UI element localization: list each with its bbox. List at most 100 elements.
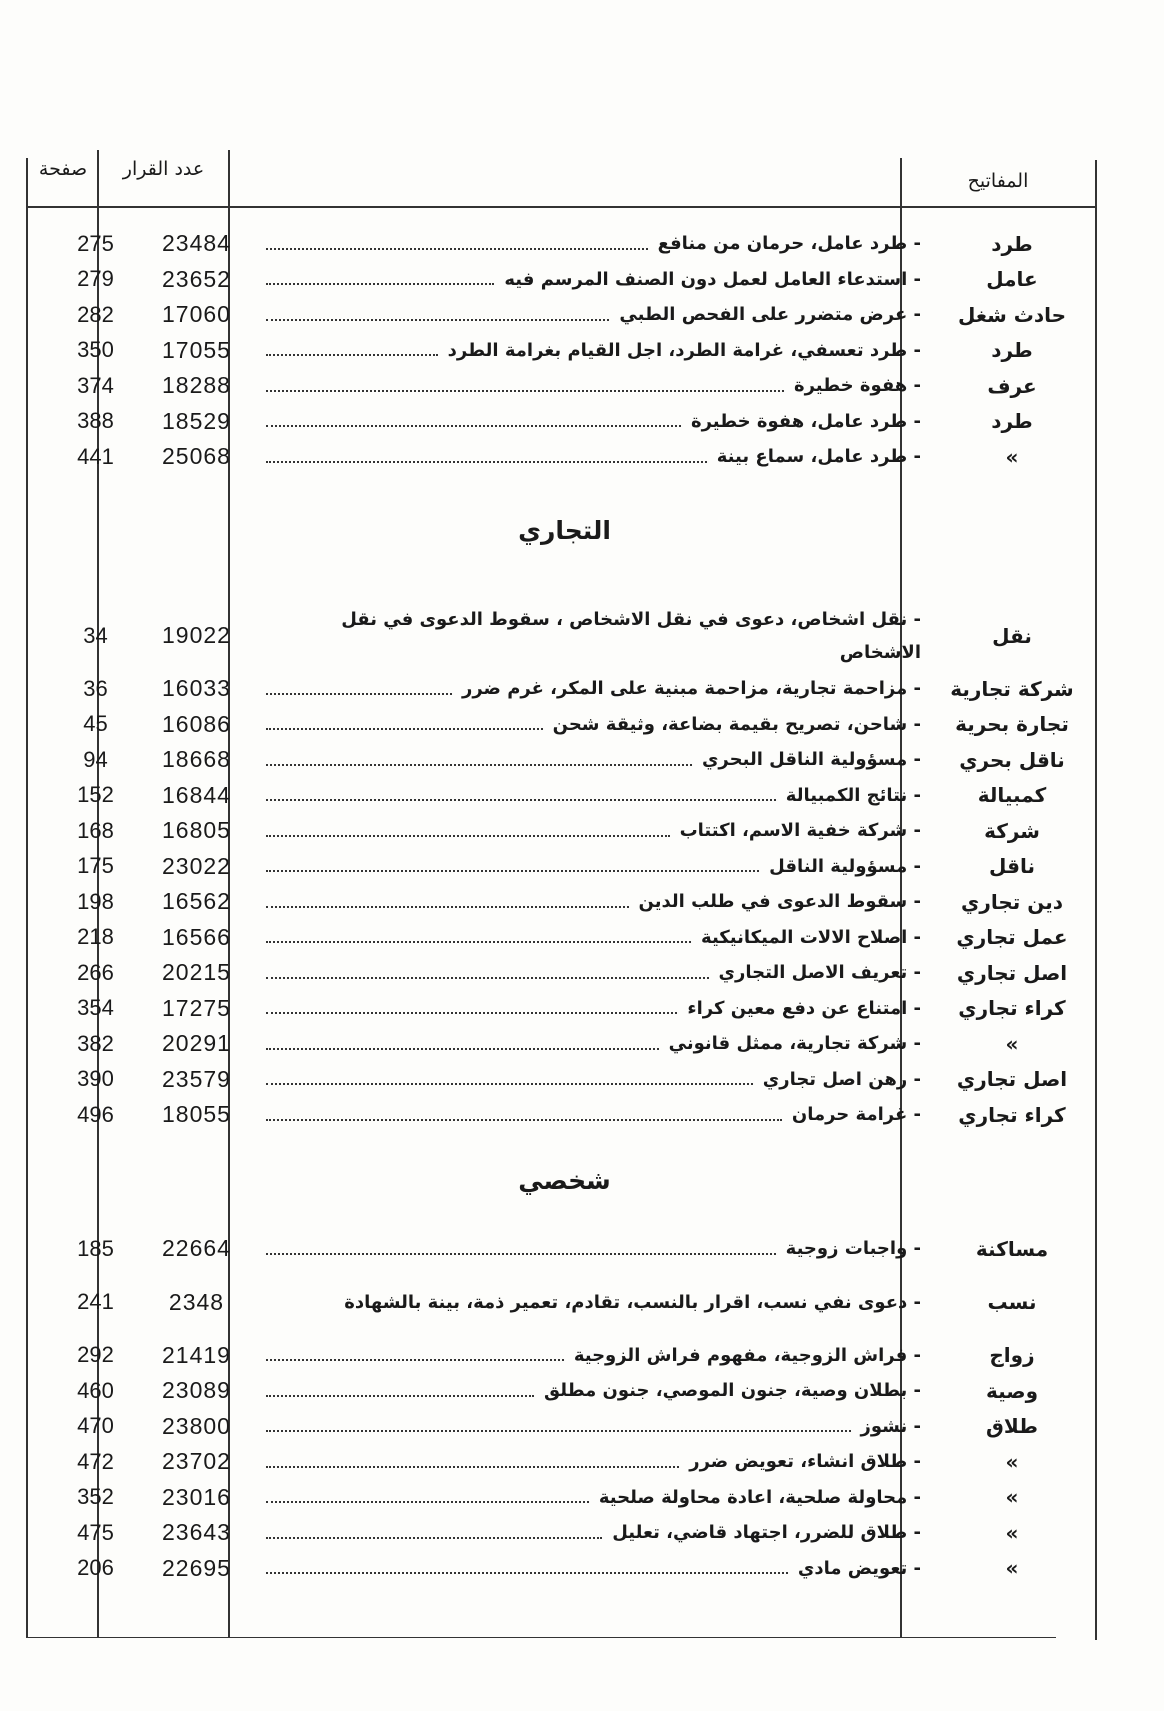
table-row: مساكنة - واجبات زوجية 22664 185 bbox=[27, 1231, 1097, 1267]
dot-leader bbox=[266, 1038, 659, 1050]
decision-number: 23022 bbox=[162, 852, 231, 879]
keyword: كراء تجاري bbox=[958, 1102, 1066, 1127]
header-page: صفحة bbox=[38, 158, 88, 180]
table-row: عامل - استدعاء العامل لعمل دون الصنف المر… bbox=[27, 262, 1097, 298]
page-number: 36 bbox=[83, 675, 108, 701]
entry-text: - رهن اصل تجاري bbox=[762, 1068, 921, 1090]
dot-leader bbox=[266, 309, 610, 321]
table-row: » - طلاق انشاء، تعويض ضرر 23702 472 bbox=[27, 1444, 1097, 1480]
keyword: دين تجاري bbox=[960, 889, 1063, 914]
entry: - سقوط الدعوى في طلب الدين bbox=[262, 891, 927, 912]
keyword: طرد bbox=[991, 231, 1033, 256]
entry-text: - شركة خفية الاسم، اكتتاب bbox=[679, 820, 921, 842]
decision-number: 17055 bbox=[162, 336, 231, 363]
dot-leader bbox=[266, 896, 629, 908]
page-number: 279 bbox=[77, 266, 114, 292]
dot-leader bbox=[266, 238, 648, 250]
entry: - محاولة صلحية، اعادة محاولة صلحية bbox=[262, 1487, 927, 1508]
entry-text: - بطلان وصية، جنون الموصي، جنون مطلق bbox=[544, 1380, 921, 1402]
keyword: كمبيالة bbox=[977, 783, 1047, 808]
page-number: 350 bbox=[77, 337, 114, 363]
decision-number: 18288 bbox=[162, 372, 231, 399]
decision-number: 23579 bbox=[162, 1065, 231, 1092]
entry: - امتناع عن دفع معين كراء bbox=[262, 998, 927, 1019]
table-row: عمل تجاري - اصلاح الالات الميكانيكية 16566… bbox=[27, 920, 1097, 956]
table-row: كراء تجاري - غرامة حرمان 18055 496 bbox=[27, 1097, 1097, 1133]
keyword: عرف bbox=[987, 373, 1037, 398]
decision-number: 18529 bbox=[162, 407, 231, 434]
entry-text: - طرد عامل، سماع بينة bbox=[716, 446, 921, 468]
page-number: 34 bbox=[83, 622, 108, 648]
decision-number: 25068 bbox=[162, 443, 231, 470]
dot-leader bbox=[266, 1243, 776, 1255]
dot-leader bbox=[266, 451, 707, 463]
dot-leader bbox=[266, 1002, 678, 1015]
decision-number: 23702 bbox=[162, 1448, 231, 1475]
entry-text: - هفوة خطيرة bbox=[793, 375, 921, 397]
entry: - تعويض مادي bbox=[262, 1558, 927, 1579]
keyword: عمل تجاري bbox=[956, 925, 1068, 950]
page-number: 206 bbox=[77, 1555, 114, 1581]
entry-text: - طرد عامل، هفوة خطيرة bbox=[690, 410, 921, 432]
keyword: نقل bbox=[992, 623, 1032, 648]
entry: - بطلان وصية، جنون الموصي، جنون مطلق bbox=[262, 1380, 927, 1401]
decision-number: 22664 bbox=[162, 1235, 231, 1262]
page-number: 470 bbox=[77, 1413, 114, 1439]
decision-number: 21419 bbox=[162, 1341, 231, 1368]
decision-number: 16805 bbox=[162, 817, 231, 844]
entry-text: - شاحن، تصريح بقيمة بضاعة، وثيقة شحن bbox=[552, 713, 921, 735]
entry-text: - مسؤولية الناقل البحري bbox=[701, 749, 921, 771]
decision-number: 23016 bbox=[162, 1483, 231, 1510]
page-number: 352 bbox=[77, 1484, 114, 1510]
decision-number: 22695 bbox=[162, 1554, 231, 1581]
entry-text: - غرامة حرمان bbox=[791, 1104, 921, 1126]
entry: - واجبات زوجية bbox=[262, 1238, 927, 1259]
dot-leader bbox=[266, 931, 692, 944]
decision-number: 16086 bbox=[162, 710, 231, 737]
entry-text: - طرد عامل، حرمان من منافع bbox=[657, 233, 921, 255]
table-border-right bbox=[1095, 160, 1097, 1640]
section-personal: مساكنة - واجبات زوجية 22664 185 نسب - دعوى نف… bbox=[27, 1231, 1097, 1586]
keyword: نسب bbox=[987, 1290, 1037, 1314]
dot-leader bbox=[266, 1562, 788, 1575]
entry: - طلاق للضرر، اجتهاد قاضي، تعليل bbox=[262, 1522, 927, 1543]
table-row: ناقل - مسؤولية الناقل 23022 175 bbox=[27, 849, 1097, 885]
table-row: تجارة بحرية - شاحن، تصريح بقيمة بضاعة، وث… bbox=[27, 707, 1097, 743]
section-title-personal: شخصي bbox=[518, 1166, 611, 1195]
decision-number: 16033 bbox=[162, 675, 231, 702]
page-number: 460 bbox=[77, 1377, 114, 1403]
keyword: وصية bbox=[985, 1378, 1039, 1403]
dot-leader bbox=[266, 967, 709, 979]
table-row: دين تجاري - سقوط الدعوى في طلب الدين 16562… bbox=[27, 884, 1097, 920]
keyword: » bbox=[1005, 1485, 1019, 1510]
page-number: 198 bbox=[77, 888, 114, 914]
entry-text: - امتناع عن دفع معين كراء bbox=[687, 997, 921, 1019]
entry-text: - تعريف الاصل التجاري bbox=[718, 962, 921, 984]
dot-leader bbox=[266, 1527, 603, 1539]
decision-number: 19022 bbox=[162, 622, 231, 648]
page-number: 292 bbox=[77, 1342, 114, 1368]
dot-leader bbox=[266, 683, 452, 695]
dot-leader bbox=[266, 1420, 851, 1433]
table-row: نسب - دعوى نفي نسب، اقرار بالنسب، تقادم، … bbox=[27, 1267, 1097, 1338]
entry-text: - اصلاح الالات الميكانيكية bbox=[701, 926, 921, 948]
entry: - نتائج الكمبيالة bbox=[262, 785, 927, 806]
table-row: شركة تجارية - مزاحمة تجارية، مزاحمة مبنية… bbox=[27, 671, 1097, 707]
table-row: عرف - هفوة خطيرة 18288 374 bbox=[27, 368, 1097, 404]
decision-number: 20215 bbox=[162, 959, 231, 986]
page-number: 175 bbox=[77, 853, 114, 879]
keyword: حادث شغل bbox=[957, 302, 1067, 327]
entry-text: - نتائج الكمبيالة bbox=[785, 784, 921, 806]
decision-number: 20291 bbox=[162, 1030, 231, 1057]
entry-text: - مسؤولية الناقل bbox=[769, 855, 921, 877]
page-number: 472 bbox=[77, 1448, 114, 1474]
dot-leader bbox=[266, 1109, 782, 1121]
dot-leader bbox=[266, 380, 784, 392]
table-row: كمبيالة - نتائج الكمبيالة 16844 152 bbox=[27, 778, 1097, 814]
keyword: ناقل بحري bbox=[959, 747, 1065, 772]
entry: - عرض متضرر على الفحص الطبي bbox=[262, 304, 927, 325]
table-row: طرد - طرد عامل، هفوة خطيرة 18529 388 bbox=[27, 404, 1097, 440]
dot-leader bbox=[266, 825, 670, 837]
page-number: 388 bbox=[77, 408, 114, 434]
entry: - طرد عامل، حرمان من منافع bbox=[262, 233, 927, 254]
